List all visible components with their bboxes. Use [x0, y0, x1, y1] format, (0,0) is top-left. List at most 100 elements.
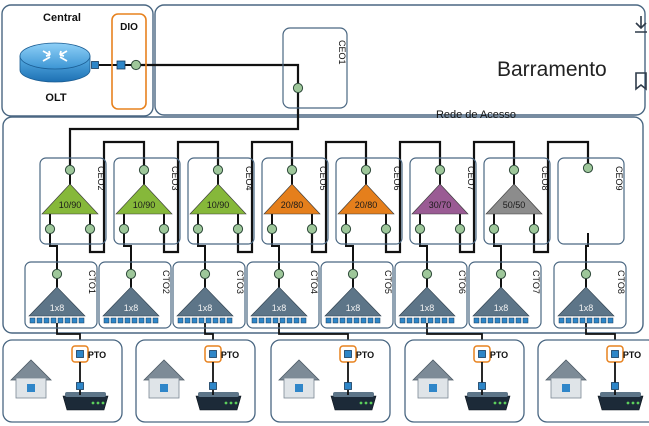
house-icon — [278, 359, 320, 399]
cto-port — [399, 317, 406, 324]
cto-port — [265, 317, 272, 324]
cto-port — [279, 317, 286, 324]
cto-port — [473, 317, 480, 324]
pto-connector — [478, 350, 486, 358]
pto-label: PTO — [623, 350, 641, 360]
splitter-input-node — [212, 164, 224, 176]
cto-port — [29, 317, 36, 324]
ont-led — [493, 401, 497, 405]
ont-icon — [330, 392, 377, 411]
cto-port — [565, 317, 572, 324]
cto-ratio: 1x8 — [272, 303, 287, 313]
splitter-ratio: 50/50 — [503, 200, 526, 210]
cto-splitter — [28, 286, 86, 317]
cto-port — [110, 317, 117, 324]
pto-connector — [344, 350, 352, 358]
fiber-cable — [532, 140, 590, 254]
splitter-input-node — [138, 164, 150, 176]
splitter-triangle — [263, 183, 321, 215]
cto-splitter — [472, 286, 530, 317]
cto-port — [325, 317, 332, 324]
barramento-frame — [154, 4, 646, 116]
rede-acesso-frame — [2, 116, 644, 334]
router-icon — [19, 42, 91, 83]
dio-node — [130, 59, 142, 71]
cto-port — [117, 317, 124, 324]
cto-port — [300, 317, 307, 324]
cto-port — [420, 317, 427, 324]
cto-input-node — [199, 268, 211, 280]
cto-ratio: 1x8 — [198, 303, 213, 313]
cto-input-node — [421, 268, 433, 280]
cto-port — [205, 317, 212, 324]
ont-body — [330, 395, 377, 411]
ont-icon — [62, 392, 109, 411]
cto-port — [367, 317, 374, 324]
ont-connector — [76, 382, 84, 390]
fiber-cable — [419, 233, 428, 270]
cto-frame — [172, 261, 246, 329]
cto-port — [293, 317, 300, 324]
house-icon — [143, 359, 185, 399]
splitter-ratio: 20/80 — [355, 200, 378, 210]
house-window — [160, 384, 168, 392]
ont-body — [62, 395, 109, 411]
cto-port — [103, 317, 110, 324]
fiber-cable — [458, 140, 516, 254]
cto-port — [558, 317, 565, 324]
cto-port — [353, 317, 360, 324]
pto-label: PTO — [221, 350, 239, 360]
cto-frame — [394, 261, 468, 329]
bookmark-icon[interactable] — [633, 70, 649, 92]
ont-led — [631, 401, 635, 405]
splitter-pass-node — [158, 223, 170, 235]
cto-splitter — [557, 286, 615, 317]
ont-led — [503, 401, 507, 405]
cto-port — [579, 317, 586, 324]
fiber-cable — [68, 92, 300, 168]
cto-port — [360, 317, 367, 324]
ceo-label: CEO4 — [244, 166, 254, 191]
cto-input-node — [51, 268, 63, 280]
pto-connector — [209, 350, 217, 358]
cto-frame — [24, 261, 98, 329]
home-unit: PTO — [2, 339, 123, 423]
cto-ratio: 1x8 — [124, 303, 139, 313]
dio-frame — [111, 13, 147, 110]
ont-top — [333, 392, 374, 397]
ont-body — [195, 395, 242, 411]
cto-port — [572, 317, 579, 324]
ont-led — [636, 401, 640, 405]
cto-port — [515, 317, 522, 324]
cto-port — [78, 317, 85, 324]
ceo-label: CEO6 — [392, 166, 402, 191]
ont-led — [234, 401, 238, 405]
fiber-cable — [271, 233, 280, 270]
ont-top — [600, 392, 641, 397]
ont-body — [464, 395, 511, 411]
house-icon — [545, 359, 587, 399]
cto-input-node — [125, 268, 137, 280]
ont-top — [467, 392, 508, 397]
fiber-cable — [49, 233, 58, 270]
house-window — [27, 384, 35, 392]
cto-port — [64, 317, 71, 324]
house-icon — [412, 359, 454, 399]
splitter-ratio: 30/70 — [429, 200, 452, 210]
cto-port — [50, 317, 57, 324]
splitter-drop-node — [118, 223, 130, 235]
cto-port — [251, 317, 258, 324]
ont-led — [626, 401, 630, 405]
cto-input-node — [580, 268, 592, 280]
cto-label: CTO7 — [531, 270, 541, 294]
cto-port — [258, 317, 265, 324]
cto-port — [198, 317, 205, 324]
cto-port — [427, 317, 434, 324]
download-icon[interactable] — [633, 14, 649, 36]
cto-port — [332, 317, 339, 324]
splitter-triangle — [41, 183, 99, 215]
fiber-cable — [140, 63, 300, 86]
cto-port — [413, 317, 420, 324]
house-window — [429, 384, 437, 392]
cto-port — [286, 317, 293, 324]
